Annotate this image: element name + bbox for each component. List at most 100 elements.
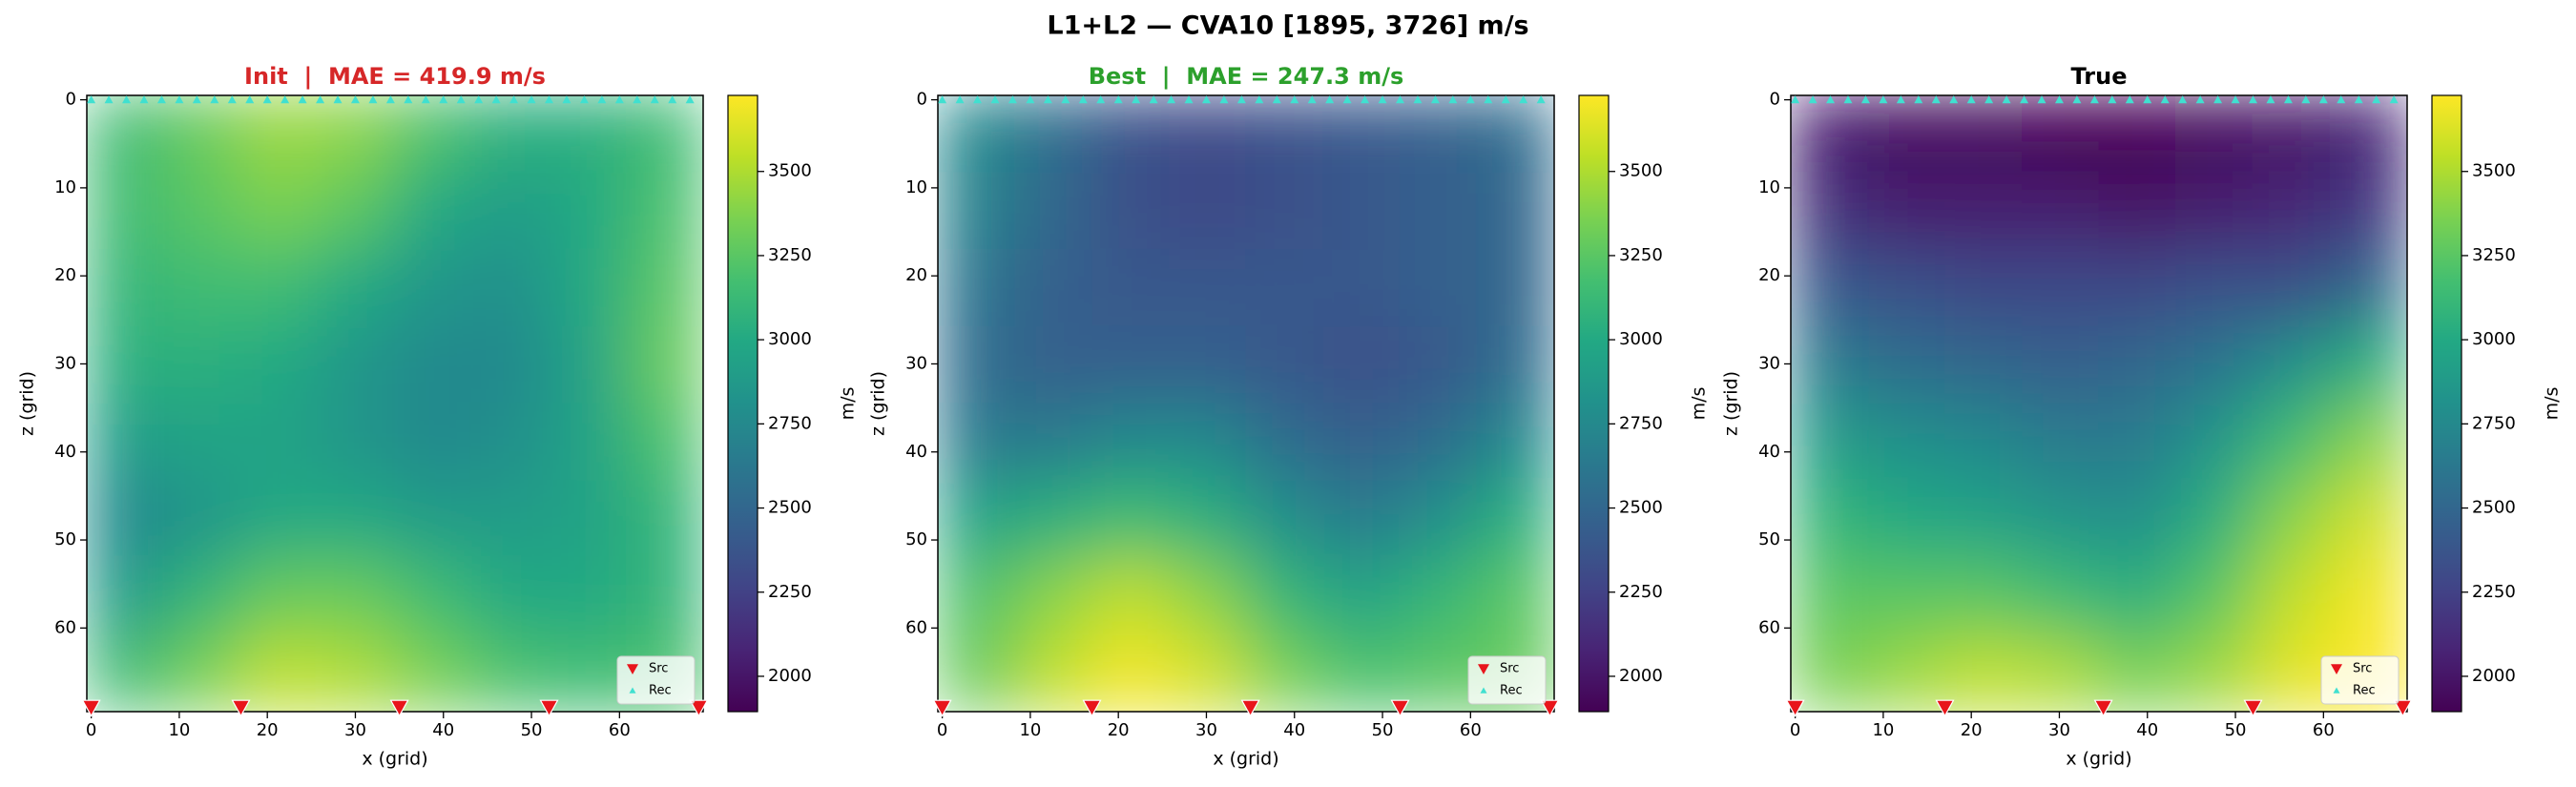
heatmap-cell bbox=[625, 249, 703, 327]
heatmap-cell bbox=[1867, 172, 1945, 250]
receiver-marker bbox=[1448, 95, 1458, 104]
heatmap-cell bbox=[1245, 557, 1324, 635]
heatmap-cell bbox=[549, 95, 627, 174]
colorbar-tick-label: 2500 bbox=[1619, 498, 1663, 518]
heatmap-cell bbox=[2253, 633, 2331, 712]
receiver-marker bbox=[1879, 95, 1888, 104]
heatmap-cell bbox=[240, 95, 319, 174]
heatmap-cell bbox=[1791, 172, 1869, 250]
heatmap-cell bbox=[394, 325, 473, 404]
receiver-marker bbox=[2231, 95, 2240, 104]
heatmap-area bbox=[87, 95, 703, 712]
receiver-marker bbox=[527, 95, 536, 104]
heatmap-cell bbox=[1867, 325, 1945, 404]
legend-marker bbox=[2331, 664, 2342, 674]
receiver-marker bbox=[597, 95, 607, 104]
heatmap-cell bbox=[1476, 557, 1554, 635]
colorbar-tick-label: 2000 bbox=[1619, 666, 1663, 686]
heatmap-cell bbox=[2021, 480, 2100, 558]
colorbar-tick-label: 3500 bbox=[2472, 161, 2516, 181]
heatmap-cell bbox=[1014, 172, 1092, 250]
receiver-marker bbox=[1914, 95, 1923, 104]
heatmap-cell bbox=[1168, 633, 1247, 712]
receiver-marker bbox=[1132, 95, 1141, 104]
receiver-marker bbox=[1791, 95, 1800, 104]
receiver-marker bbox=[1860, 95, 1870, 104]
heatmap-cell bbox=[1791, 557, 1869, 635]
heatmap-cell bbox=[1944, 480, 2023, 558]
legend-box bbox=[2320, 655, 2399, 705]
colorbar-tick-label: 2750 bbox=[1619, 413, 1663, 433]
y-tick-label: 0 bbox=[1770, 90, 1780, 110]
heatmap-cell bbox=[1476, 325, 1554, 404]
receiver-marker bbox=[333, 95, 343, 104]
heatmap-cell bbox=[317, 325, 396, 404]
heatmap-cell bbox=[2098, 172, 2177, 250]
heatmap-cell bbox=[1245, 95, 1324, 174]
heatmap-cell bbox=[394, 557, 473, 635]
colorbar-label: m/s bbox=[2542, 387, 2563, 421]
x-tick-label: 10 bbox=[1872, 720, 1894, 740]
x-tick-label: 30 bbox=[344, 720, 366, 740]
receiver-marker bbox=[2249, 95, 2257, 104]
heatmap-cell bbox=[938, 249, 1016, 327]
colorbar-tick-label: 3250 bbox=[768, 245, 812, 265]
colorbar-tick-label: 2000 bbox=[768, 666, 812, 686]
source-marker bbox=[1785, 699, 1805, 717]
receiver-marker bbox=[562, 95, 571, 104]
y-tick-label: 10 bbox=[54, 177, 76, 197]
heatmap-cell bbox=[2021, 95, 2100, 174]
receiver-marker bbox=[385, 95, 395, 104]
receiver-marker bbox=[1290, 95, 1299, 104]
receiver-marker bbox=[2108, 95, 2117, 104]
heatmap-cell bbox=[1944, 557, 2023, 635]
heatmap-cell bbox=[938, 172, 1016, 250]
heatmap-cell bbox=[2175, 557, 2254, 635]
x-tick-label: 60 bbox=[1460, 720, 1482, 740]
heatmap-cell bbox=[549, 172, 627, 250]
heatmap-cell bbox=[1322, 325, 1401, 404]
legend-label: Rec bbox=[1500, 684, 1523, 698]
receiver-marker bbox=[122, 95, 132, 104]
receiver-marker bbox=[474, 95, 484, 104]
heatmap-cell bbox=[163, 480, 241, 558]
heatmap-cell bbox=[1400, 633, 1478, 712]
heatmap-cell bbox=[2098, 249, 2177, 327]
receiver-marker bbox=[1043, 95, 1052, 104]
heatmap-cell bbox=[2175, 325, 2254, 404]
y-tick-label: 50 bbox=[1758, 529, 1780, 549]
heatmap-cell bbox=[317, 557, 396, 635]
receiver-marker bbox=[139, 95, 149, 104]
heatmap-cell bbox=[625, 557, 703, 635]
heatmap-cell bbox=[1791, 249, 1869, 327]
heatmap-cell bbox=[625, 480, 703, 558]
receiver-marker bbox=[1255, 95, 1264, 104]
receiver-marker bbox=[938, 95, 947, 104]
heatmap-cell bbox=[1322, 172, 1401, 250]
receiver-marker bbox=[87, 95, 96, 104]
receiver-marker bbox=[1949, 95, 1959, 104]
heatmap-cell bbox=[1091, 557, 1170, 635]
receiver-marker bbox=[2266, 95, 2275, 104]
receiver-marker bbox=[1342, 95, 1352, 104]
heatmap-cell bbox=[1168, 480, 1247, 558]
receiver-marker bbox=[262, 95, 272, 104]
receiver-marker bbox=[2125, 95, 2134, 104]
legend-box bbox=[1467, 655, 1547, 705]
heatmap-cell bbox=[163, 557, 241, 635]
heatmap-cell bbox=[1014, 633, 1092, 712]
colorbar-tick-label: 3500 bbox=[1619, 161, 1663, 181]
heatmap-cell bbox=[1245, 480, 1324, 558]
axes-frame bbox=[1790, 94, 2408, 713]
heatmap-cell bbox=[471, 325, 550, 404]
source-marker bbox=[231, 699, 251, 717]
heatmap-cell bbox=[2021, 172, 2100, 250]
heatmap-cell bbox=[240, 172, 319, 250]
legend-marker bbox=[627, 664, 638, 674]
heatmap-cell bbox=[2329, 403, 2407, 482]
heatmap-cell bbox=[2329, 95, 2407, 174]
heatmap-cell bbox=[394, 403, 473, 482]
receiver-marker bbox=[1896, 95, 1905, 104]
receiver-marker bbox=[579, 95, 589, 104]
heatmap-cell bbox=[1476, 249, 1554, 327]
